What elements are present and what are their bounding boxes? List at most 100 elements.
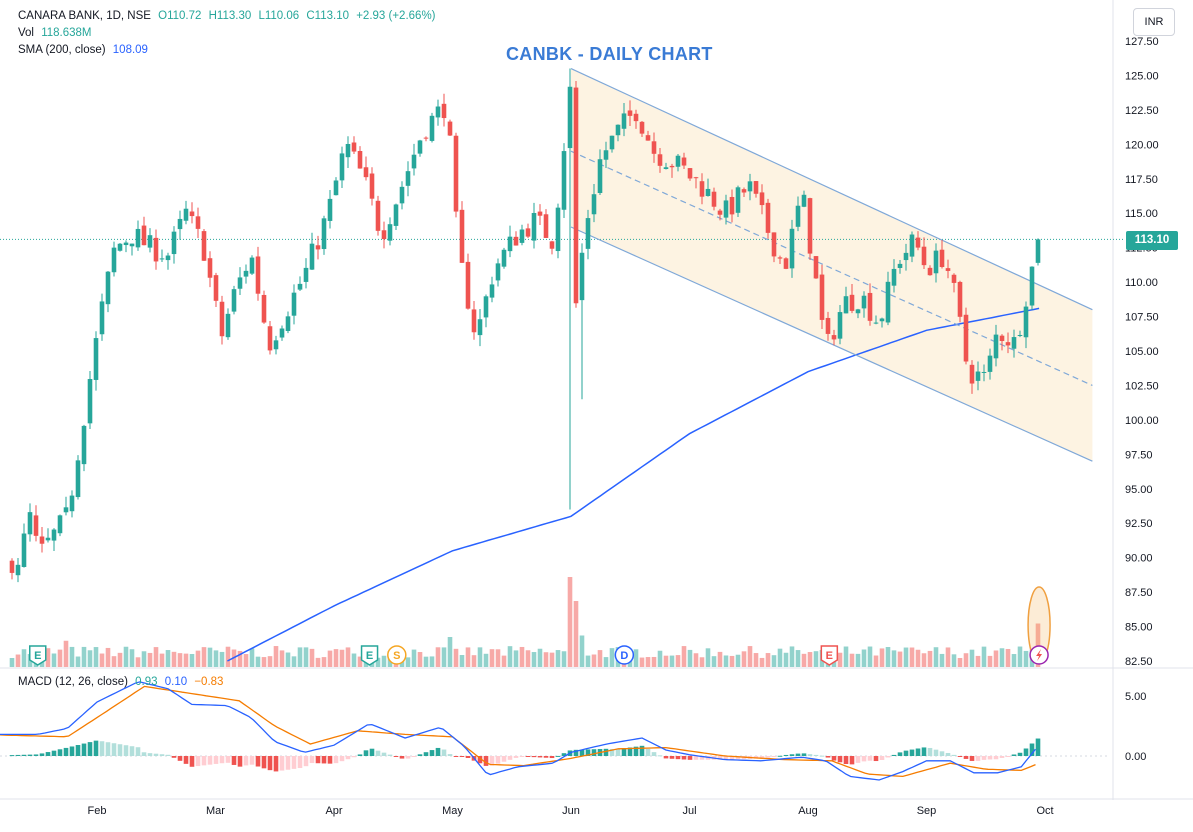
candle bbox=[1005, 332, 1011, 354]
macd-signal-line bbox=[0, 685, 1036, 778]
volume-bar bbox=[219, 651, 225, 667]
price-tick-label: 95.00 bbox=[1125, 484, 1153, 496]
candle-body bbox=[609, 135, 615, 150]
candle-body bbox=[33, 515, 39, 536]
candle bbox=[789, 219, 795, 278]
volume-bar bbox=[309, 648, 315, 667]
candle-body bbox=[345, 143, 351, 158]
candle-body bbox=[567, 86, 573, 149]
volume-bar bbox=[333, 649, 339, 667]
candle-body bbox=[747, 181, 753, 192]
macd-histogram-bar bbox=[513, 756, 519, 758]
candle bbox=[573, 81, 579, 308]
macd-histogram-bar bbox=[963, 756, 969, 759]
volume-bar bbox=[981, 646, 987, 667]
candle-body bbox=[15, 564, 21, 576]
volume-bar bbox=[645, 657, 651, 667]
macd-histogram-bar bbox=[807, 754, 813, 756]
candle bbox=[915, 231, 921, 251]
candle bbox=[969, 360, 975, 394]
volume-bar bbox=[339, 649, 345, 667]
candle bbox=[363, 156, 369, 181]
volume-bar bbox=[549, 652, 555, 667]
volume-bar bbox=[519, 646, 525, 667]
candle bbox=[705, 178, 711, 197]
macd-histogram-bar bbox=[303, 756, 309, 767]
candle-body bbox=[267, 326, 273, 351]
macd-histogram-bar bbox=[495, 756, 501, 764]
volume-bar bbox=[537, 648, 543, 667]
macd-histogram-bar bbox=[45, 752, 51, 756]
candle bbox=[147, 228, 153, 253]
macd-histogram-bar bbox=[69, 746, 75, 756]
macd-histogram-bar bbox=[237, 756, 243, 767]
candle-body bbox=[171, 231, 177, 255]
candle bbox=[735, 185, 741, 218]
macd-histogram-bar bbox=[939, 751, 945, 756]
macd-histogram-bar bbox=[387, 754, 393, 756]
price-tick-label: 85.00 bbox=[1125, 622, 1153, 634]
candle bbox=[477, 308, 483, 347]
macd-histogram-bar bbox=[159, 754, 165, 756]
candle-body bbox=[393, 204, 399, 226]
price-tick-label: 122.50 bbox=[1125, 105, 1159, 117]
candle bbox=[405, 161, 411, 197]
candle bbox=[1011, 329, 1017, 358]
candle-body bbox=[1011, 337, 1017, 349]
macd-histogram-bar bbox=[921, 747, 927, 756]
candle bbox=[567, 68, 573, 510]
candle bbox=[591, 184, 597, 223]
candle-body bbox=[273, 340, 279, 350]
macd-histogram-bar bbox=[57, 749, 63, 756]
volume-bar bbox=[315, 657, 321, 667]
candle-body bbox=[441, 103, 447, 119]
candle-body bbox=[699, 181, 705, 197]
volume-bar bbox=[45, 648, 51, 667]
volume-bar bbox=[171, 651, 177, 667]
macd-histogram-bar bbox=[537, 756, 543, 758]
currency-button[interactable]: INR bbox=[1133, 8, 1175, 36]
volume-bar bbox=[885, 647, 891, 667]
candle-body bbox=[945, 268, 951, 271]
volume-label: Vol bbox=[18, 27, 34, 39]
volume-bar bbox=[459, 655, 465, 667]
earnings-badge bbox=[820, 645, 839, 666]
volume-bar bbox=[189, 654, 195, 667]
candle bbox=[279, 325, 285, 341]
candle-body bbox=[57, 515, 63, 534]
macd-histogram-bar bbox=[1035, 738, 1041, 756]
candle-body bbox=[801, 194, 807, 207]
volume-bar bbox=[357, 656, 363, 667]
histogram-value: −0.83 bbox=[194, 676, 224, 688]
candle bbox=[1029, 266, 1035, 311]
candle bbox=[909, 231, 915, 263]
candle bbox=[309, 232, 315, 271]
candle bbox=[549, 240, 555, 255]
macd-tick-label: 0.00 bbox=[1125, 751, 1146, 763]
volume-bar bbox=[789, 646, 795, 667]
earnings-letter: E bbox=[34, 650, 41, 662]
candle-body bbox=[843, 296, 849, 314]
candle bbox=[381, 221, 387, 249]
volume-bar bbox=[561, 651, 567, 667]
candle bbox=[561, 143, 567, 219]
macd-histogram-bar bbox=[855, 756, 861, 763]
volume-bar bbox=[195, 650, 201, 667]
candle-body bbox=[531, 212, 537, 241]
candle bbox=[813, 256, 819, 279]
candle-body bbox=[501, 249, 507, 267]
volume-bar bbox=[81, 646, 87, 667]
volume-bar bbox=[783, 652, 789, 667]
macd-histogram-bar bbox=[477, 756, 483, 764]
macd-histogram-bar bbox=[1029, 743, 1035, 756]
volume-bar bbox=[447, 637, 453, 667]
candle-body bbox=[123, 242, 129, 246]
candle bbox=[465, 253, 471, 310]
channel-upper-line bbox=[570, 68, 1093, 311]
candle bbox=[543, 209, 549, 238]
candle-body bbox=[129, 243, 135, 247]
volume-bar bbox=[669, 655, 675, 667]
macd-histogram-bar bbox=[417, 754, 423, 756]
volume-bar bbox=[351, 653, 357, 667]
